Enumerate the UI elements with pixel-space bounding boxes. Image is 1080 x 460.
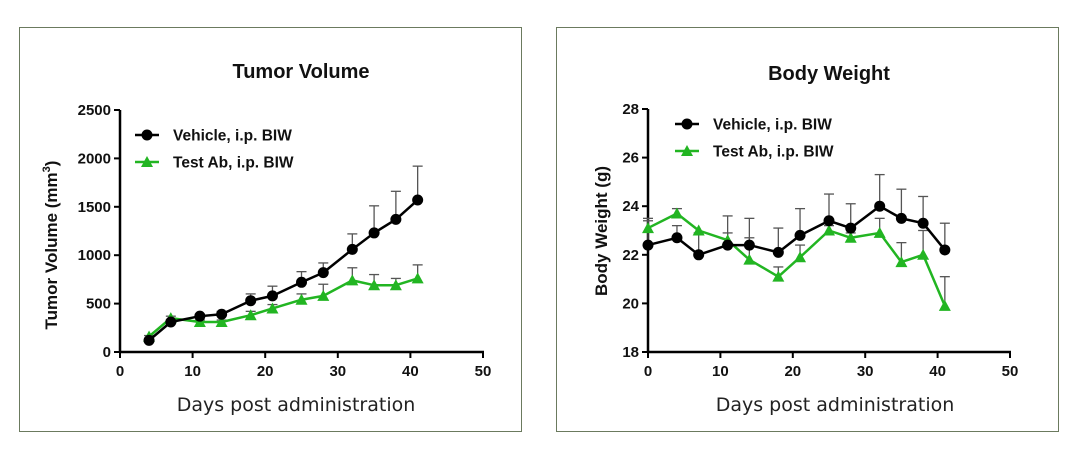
x-tick-label: 30 xyxy=(329,363,346,380)
y-tick-label: 2500 xyxy=(78,102,111,119)
y-tick-label: 22 xyxy=(622,247,639,264)
y-tick-label: 1000 xyxy=(78,247,111,264)
legend-label: Vehicle, i.p. BIW xyxy=(713,117,832,134)
x-tick-label: 0 xyxy=(644,363,652,380)
data-point-vehicle xyxy=(895,212,907,224)
data-point-vehicle xyxy=(412,194,424,206)
data-point-test-ab xyxy=(917,248,930,260)
y-tick-label: 24 xyxy=(622,198,639,215)
data-point-test-ab xyxy=(317,289,330,301)
legend-marker-triangle xyxy=(681,145,693,156)
data-point-test-ab xyxy=(895,256,908,268)
data-point-vehicle xyxy=(165,316,177,328)
data-point-vehicle xyxy=(939,244,951,256)
data-point-test-ab xyxy=(295,293,308,305)
data-point-test-ab xyxy=(823,224,835,236)
x-tick-label: 40 xyxy=(929,363,946,380)
data-point-vehicle xyxy=(143,334,155,346)
y-tick-label: 18 xyxy=(622,344,639,361)
data-point-vehicle xyxy=(794,229,806,241)
chart-title: Body Weight xyxy=(768,63,890,85)
y-tick-label: 1500 xyxy=(78,199,111,216)
legend-label: Test Ab, i.p. BIW xyxy=(713,144,834,161)
data-point-test-ab xyxy=(215,315,228,327)
data-point-test-ab xyxy=(772,270,785,282)
data-point-test-ab xyxy=(844,231,857,243)
data-point-test-ab xyxy=(389,279,402,291)
x-tick-label: 0 xyxy=(116,363,124,380)
x-tick-label: 10 xyxy=(712,363,729,380)
data-point-vehicle xyxy=(245,295,257,307)
legend-marker-circle xyxy=(681,118,693,130)
series-line-vehicle xyxy=(148,199,419,342)
data-point-test-ab xyxy=(873,226,886,238)
data-point-vehicle xyxy=(390,213,402,225)
data-point-test-ab xyxy=(368,279,381,291)
legend-marker-circle xyxy=(141,129,153,141)
data-point-vehicle xyxy=(368,227,380,239)
data-point-test-ab xyxy=(692,224,705,236)
body-weight-panel: Body Weight 0 10 20 30 40 50 18 20 22 24 26 28 Vehic… xyxy=(556,27,1059,432)
x-tick-label: 20 xyxy=(257,363,274,380)
x-tick-label: 30 xyxy=(857,363,874,380)
legend-marker-triangle xyxy=(141,156,153,167)
data-point-vehicle xyxy=(296,276,307,288)
y-tick-label: 26 xyxy=(622,150,639,167)
data-point-vehicle xyxy=(693,249,705,261)
data-point-vehicle xyxy=(642,239,654,251)
y-tick-label: 2000 xyxy=(78,150,111,167)
data-point-test-ab xyxy=(642,222,654,234)
data-point-test-ab xyxy=(743,253,756,265)
chart-title: Tumor Volume xyxy=(232,61,369,83)
data-point-test-ab xyxy=(244,309,257,321)
data-point-vehicle xyxy=(917,217,929,229)
series-line-test-ab xyxy=(148,277,419,338)
data-point-test-ab xyxy=(670,207,683,219)
y-tick-label: 20 xyxy=(622,295,639,312)
data-point-vehicle xyxy=(346,243,358,255)
data-point-vehicle xyxy=(671,232,683,244)
data-point-vehicle xyxy=(266,290,278,302)
data-point-vehicle xyxy=(845,222,857,234)
data-point-vehicle xyxy=(874,200,886,212)
x-tick-label: 20 xyxy=(784,363,801,380)
tumor-volume-panel: Tumor Volume 0 10 20 30 40 50 0 500 1000 1500 2000… xyxy=(19,27,522,432)
data-point-vehicle xyxy=(743,239,755,251)
y-tick-label: 28 xyxy=(622,101,639,118)
data-point-test-ab xyxy=(266,302,279,314)
x-tick-label: 50 xyxy=(475,363,492,380)
data-point-test-ab xyxy=(938,299,951,311)
x-axis-label: Days post administration xyxy=(716,394,955,416)
data-point-test-ab xyxy=(794,251,807,263)
y-tick-label: 500 xyxy=(86,296,111,313)
y-tick-label: 0 xyxy=(103,344,111,361)
body-weight-chart: Body Weight 0 10 20 30 40 50 18 20 22 24 26 28 Vehic… xyxy=(592,63,1019,416)
x-tick-label: 50 xyxy=(1002,363,1019,380)
y-axis-label: Body Weight (g) xyxy=(592,166,611,296)
x-tick-label: 10 xyxy=(184,363,201,380)
data-point-test-ab xyxy=(411,272,424,284)
y-axis-label: Tumor Volume (mm3) xyxy=(41,161,61,330)
data-point-vehicle xyxy=(216,308,228,320)
data-point-vehicle xyxy=(823,215,835,227)
data-point-vehicle xyxy=(317,267,329,279)
x-axis-label: Days post administration xyxy=(177,394,416,416)
data-point-vehicle xyxy=(722,239,734,251)
data-point-vehicle xyxy=(772,246,784,258)
x-tick-label: 40 xyxy=(402,363,419,380)
legend-label: Vehicle, i.p. BIW xyxy=(173,128,292,145)
legend-label: Test Ab, i.p. BIW xyxy=(173,155,294,172)
data-point-vehicle xyxy=(194,310,206,322)
tumor-volume-chart: Tumor Volume 0 10 20 30 40 500500100015002000… xyxy=(41,61,492,416)
data-point-test-ab xyxy=(346,274,359,286)
